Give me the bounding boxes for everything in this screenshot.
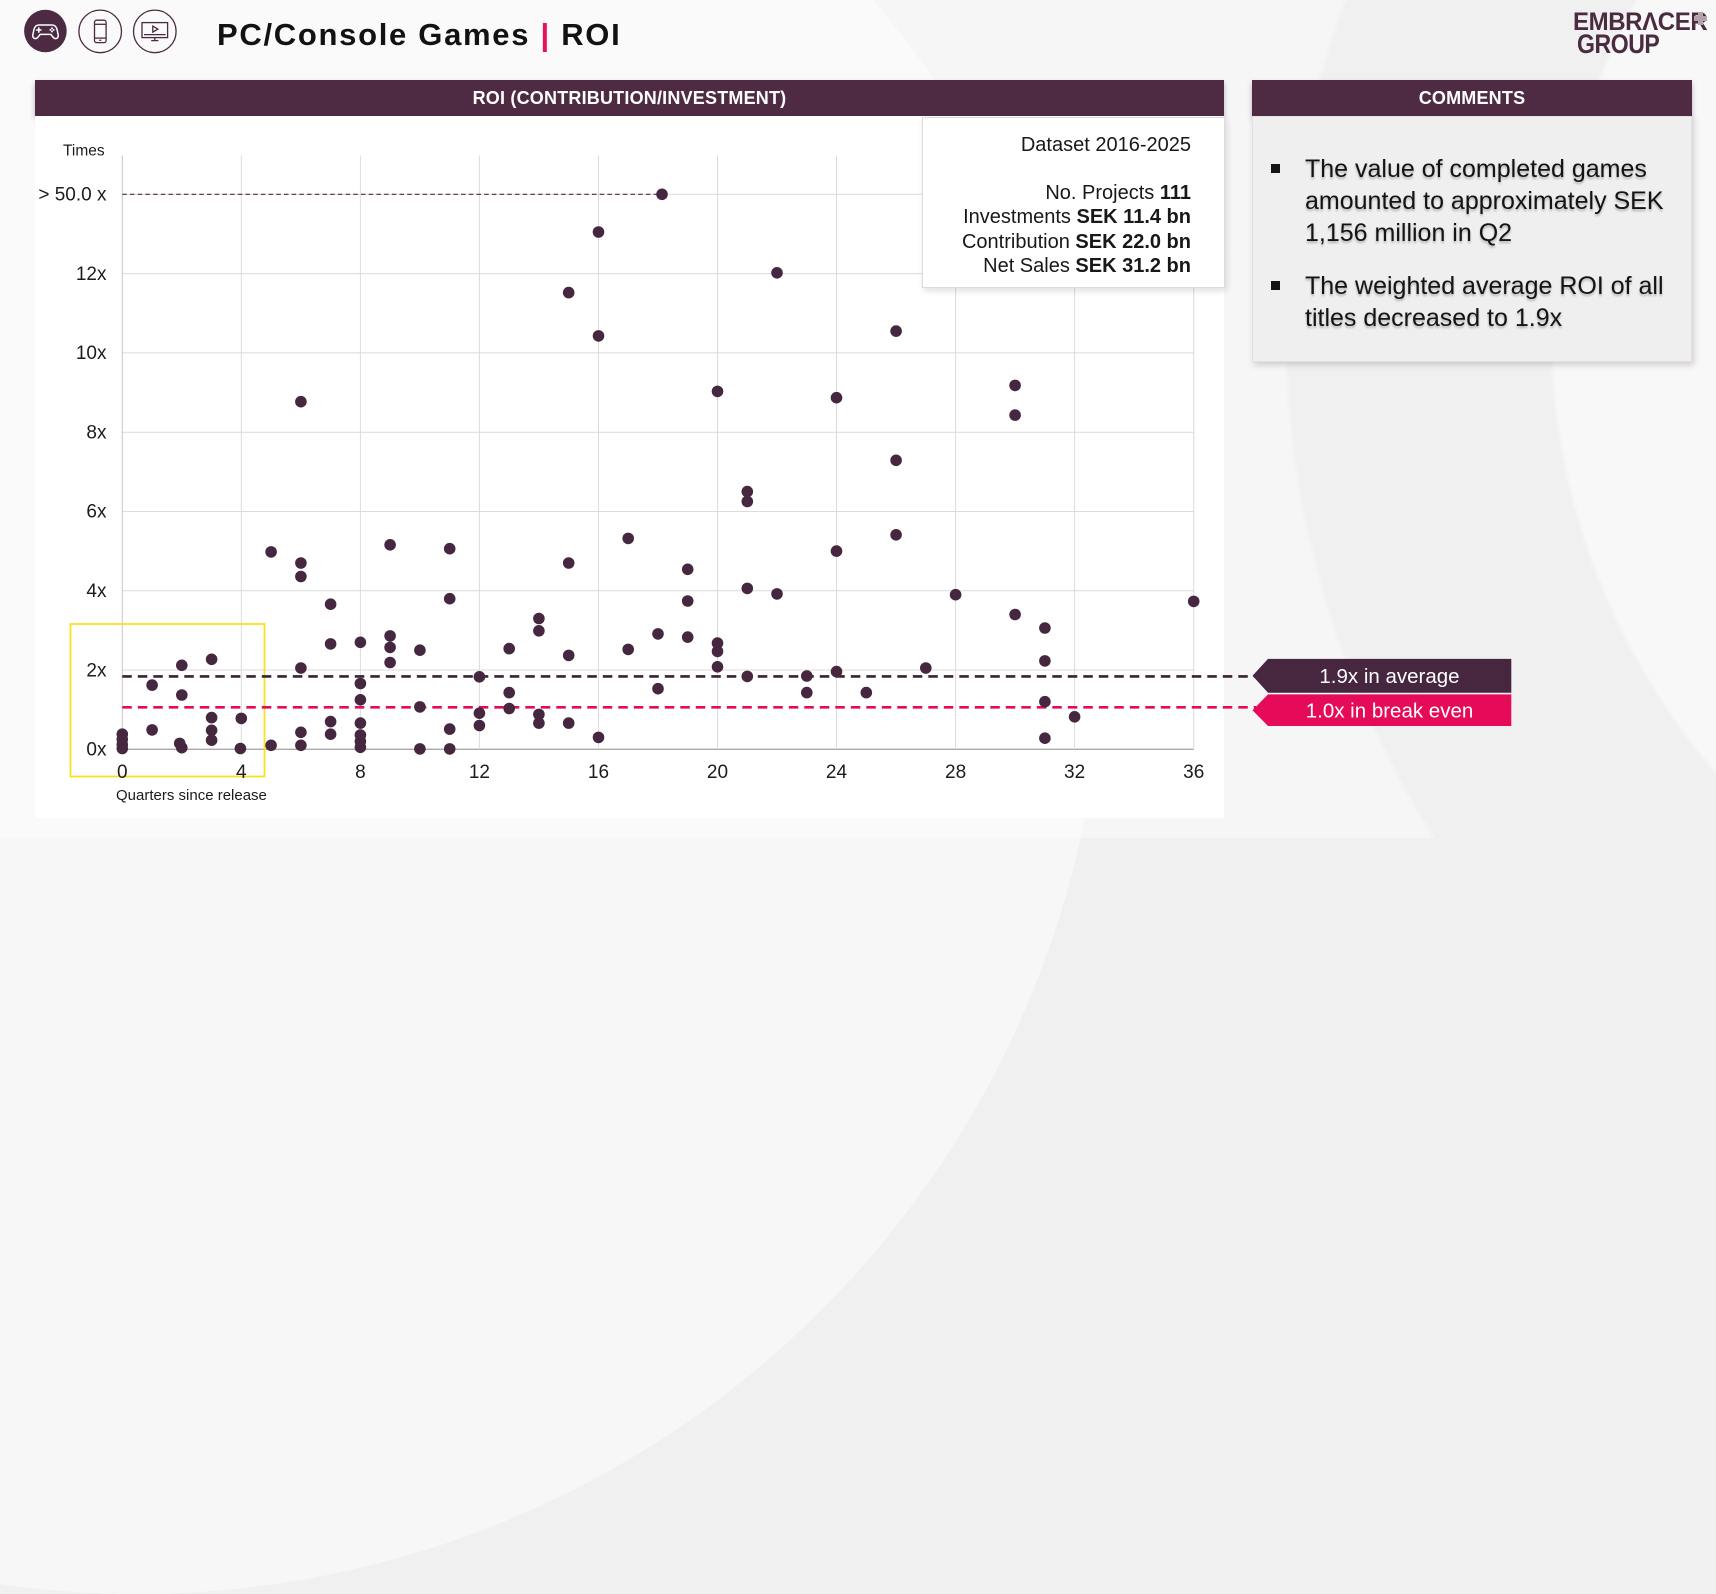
svg-text:20: 20 [707,762,728,783]
svg-text:Times: Times [63,143,105,160]
svg-text:24: 24 [826,762,848,783]
svg-text:0x: 0x [86,740,107,761]
svg-text:0: 0 [117,762,128,783]
svg-text:36: 36 [1183,762,1204,783]
svg-text:10x: 10x [76,343,107,364]
svg-text:32: 32 [1064,762,1085,783]
svg-text:12x: 12x [76,264,107,285]
svg-text:8x: 8x [86,422,107,443]
svg-text:4: 4 [236,762,247,783]
svg-text:4x: 4x [86,581,107,602]
svg-text:12: 12 [469,762,490,783]
svg-text:16: 16 [588,762,609,783]
svg-text:6x: 6x [86,502,107,523]
svg-text:8: 8 [355,762,366,783]
svg-text:> 50.0 x: > 50.0 x [38,185,107,206]
svg-text:28: 28 [945,762,966,783]
svg-text:Quarters since release: Quarters since release [116,787,267,804]
svg-text:2x: 2x [86,660,107,681]
svg-text:1.0x in break even: 1.0x in break even [1306,700,1474,723]
svg-text:1.9x in average: 1.9x in average [1319,665,1459,688]
